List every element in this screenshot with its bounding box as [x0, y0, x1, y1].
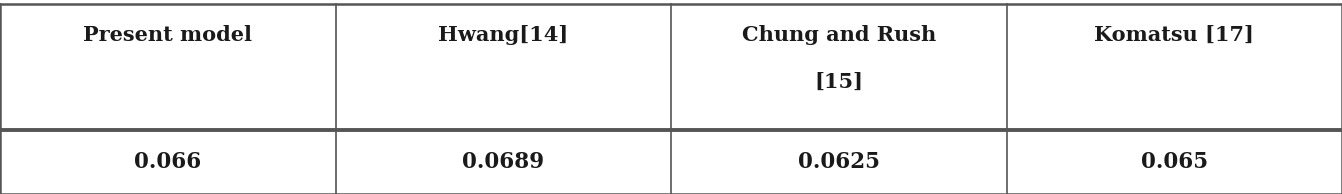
Text: Present model: Present model	[83, 25, 252, 45]
Text: 0.0625: 0.0625	[797, 151, 880, 173]
Text: Chung and Rush: Chung and Rush	[742, 25, 935, 45]
Text: [15]: [15]	[815, 71, 863, 92]
Text: Hwang[14]: Hwang[14]	[437, 25, 569, 45]
Text: 0.065: 0.065	[1141, 151, 1208, 173]
Text: Komatsu [17]: Komatsu [17]	[1094, 25, 1255, 45]
Text: 0.0689: 0.0689	[462, 151, 545, 173]
Text: 0.066: 0.066	[134, 151, 201, 173]
